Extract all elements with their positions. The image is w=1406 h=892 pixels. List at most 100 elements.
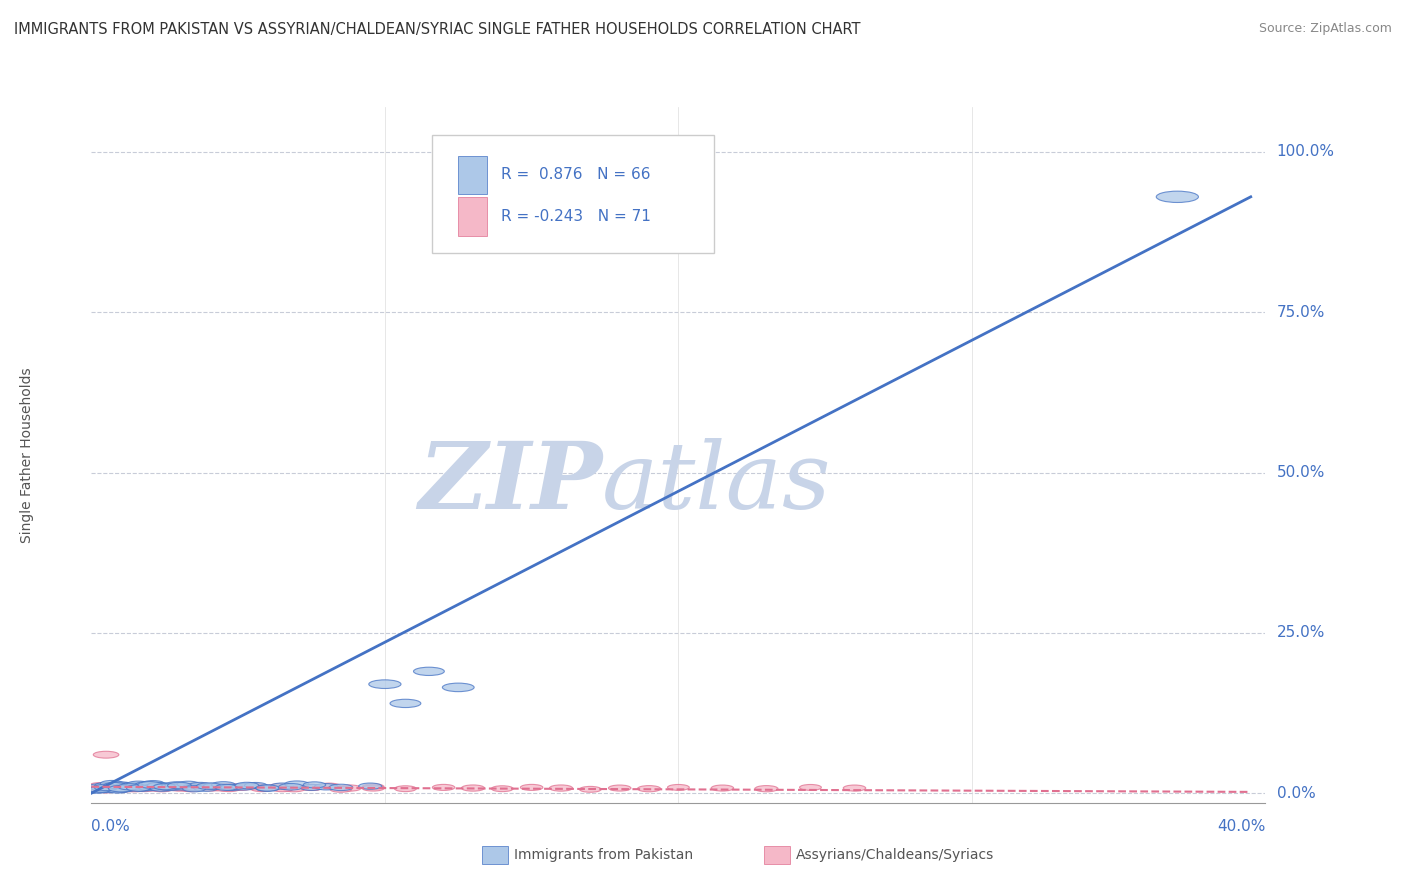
Ellipse shape <box>395 786 416 791</box>
Ellipse shape <box>111 786 136 792</box>
Ellipse shape <box>96 787 117 793</box>
Ellipse shape <box>134 783 156 789</box>
Ellipse shape <box>100 780 124 787</box>
Ellipse shape <box>153 783 176 789</box>
Ellipse shape <box>165 781 188 788</box>
Ellipse shape <box>94 784 118 790</box>
Ellipse shape <box>609 785 631 791</box>
FancyBboxPatch shape <box>432 135 714 253</box>
Ellipse shape <box>124 786 148 792</box>
Ellipse shape <box>159 784 183 790</box>
Ellipse shape <box>212 785 235 791</box>
Ellipse shape <box>91 786 114 792</box>
Ellipse shape <box>256 785 278 791</box>
Ellipse shape <box>197 783 221 789</box>
Ellipse shape <box>177 785 200 791</box>
Text: R =  0.876   N = 66: R = 0.876 N = 66 <box>501 168 651 182</box>
Ellipse shape <box>278 783 304 790</box>
Ellipse shape <box>101 783 124 789</box>
Text: Source: ZipAtlas.com: Source: ZipAtlas.com <box>1258 22 1392 36</box>
Ellipse shape <box>209 784 232 790</box>
Ellipse shape <box>235 782 259 789</box>
Ellipse shape <box>250 786 273 791</box>
Ellipse shape <box>94 782 117 789</box>
Ellipse shape <box>121 784 143 790</box>
Ellipse shape <box>94 784 118 790</box>
Ellipse shape <box>359 783 382 789</box>
Text: 100.0%: 100.0% <box>1277 145 1334 160</box>
Ellipse shape <box>183 783 205 789</box>
Ellipse shape <box>142 780 165 787</box>
Ellipse shape <box>363 784 384 789</box>
Ellipse shape <box>186 784 208 790</box>
Ellipse shape <box>97 786 121 793</box>
Ellipse shape <box>90 782 111 789</box>
Bar <box>482 847 508 863</box>
Text: 0.0%: 0.0% <box>1277 786 1315 801</box>
Ellipse shape <box>201 785 224 791</box>
Ellipse shape <box>138 781 162 789</box>
Ellipse shape <box>270 783 294 789</box>
Ellipse shape <box>256 785 280 791</box>
Ellipse shape <box>127 781 150 788</box>
Ellipse shape <box>110 782 132 789</box>
Ellipse shape <box>368 680 401 689</box>
Ellipse shape <box>136 784 159 790</box>
Ellipse shape <box>413 667 444 675</box>
Ellipse shape <box>711 785 734 791</box>
Ellipse shape <box>218 786 240 791</box>
Ellipse shape <box>107 784 129 790</box>
Ellipse shape <box>112 785 135 791</box>
Ellipse shape <box>138 784 162 790</box>
Ellipse shape <box>215 784 238 790</box>
Ellipse shape <box>283 786 305 792</box>
Ellipse shape <box>204 783 226 789</box>
Bar <box>458 197 486 235</box>
Ellipse shape <box>221 784 243 790</box>
Ellipse shape <box>121 782 143 789</box>
Ellipse shape <box>107 787 129 793</box>
Ellipse shape <box>180 786 202 792</box>
Ellipse shape <box>134 786 155 791</box>
Text: 50.0%: 50.0% <box>1277 465 1324 480</box>
Ellipse shape <box>104 782 127 789</box>
Ellipse shape <box>167 785 191 791</box>
Ellipse shape <box>253 785 276 791</box>
Ellipse shape <box>433 784 454 790</box>
Ellipse shape <box>86 785 108 791</box>
Text: R = -0.243   N = 71: R = -0.243 N = 71 <box>501 209 651 224</box>
Ellipse shape <box>755 786 778 792</box>
Ellipse shape <box>127 785 149 791</box>
Ellipse shape <box>242 783 264 789</box>
Ellipse shape <box>142 785 165 791</box>
Ellipse shape <box>242 784 264 789</box>
Ellipse shape <box>124 783 148 790</box>
Ellipse shape <box>389 699 420 707</box>
Ellipse shape <box>461 785 485 791</box>
Ellipse shape <box>301 784 323 790</box>
Text: IMMIGRANTS FROM PAKISTAN VS ASSYRIAN/CHALDEAN/SYRIAC SINGLE FATHER HOUSEHOLDS CO: IMMIGRANTS FROM PAKISTAN VS ASSYRIAN/CHA… <box>14 22 860 37</box>
Ellipse shape <box>211 781 235 788</box>
Ellipse shape <box>129 785 153 791</box>
Ellipse shape <box>93 751 120 758</box>
Ellipse shape <box>301 784 322 790</box>
Text: 0.0%: 0.0% <box>91 819 131 834</box>
Ellipse shape <box>188 782 211 789</box>
Ellipse shape <box>315 783 337 790</box>
Ellipse shape <box>105 786 129 792</box>
Ellipse shape <box>127 785 150 791</box>
Ellipse shape <box>110 787 132 792</box>
Ellipse shape <box>153 784 176 790</box>
Ellipse shape <box>174 784 197 789</box>
Ellipse shape <box>103 784 127 790</box>
Ellipse shape <box>163 784 184 790</box>
Ellipse shape <box>89 784 111 790</box>
Ellipse shape <box>170 783 194 790</box>
Text: Assyrians/Chaldeans/Syriacs: Assyrians/Chaldeans/Syriacs <box>796 848 994 862</box>
Ellipse shape <box>221 784 243 790</box>
Ellipse shape <box>89 786 111 792</box>
Ellipse shape <box>143 783 167 790</box>
Ellipse shape <box>271 786 294 792</box>
Ellipse shape <box>361 785 384 791</box>
Ellipse shape <box>86 787 110 793</box>
